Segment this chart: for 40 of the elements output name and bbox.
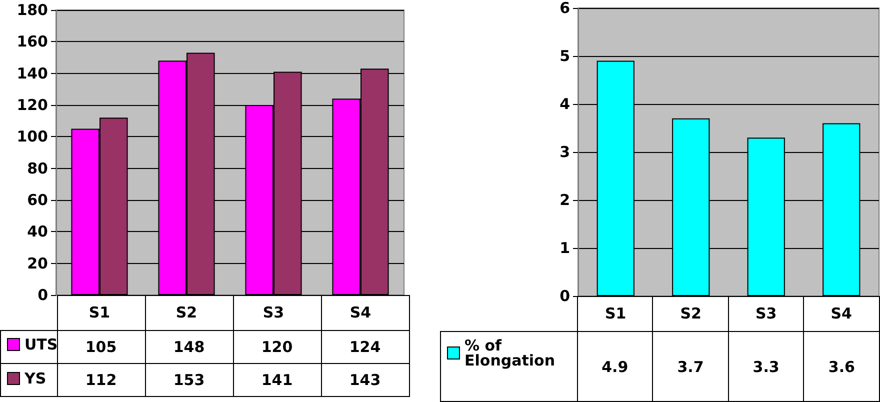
y-tick-label: 80 <box>27 159 48 178</box>
data-label: 105 <box>57 330 145 364</box>
x-tick-label: S2 <box>680 304 702 322</box>
data-label: 153 <box>145 364 233 396</box>
x-tick-label: S3 <box>262 304 284 322</box>
data-label: 148 <box>145 330 233 364</box>
legend-label: UTS <box>24 336 58 354</box>
y-tick-label: 160 <box>16 32 48 51</box>
y-tick-label: 1 <box>560 239 570 257</box>
y-tick-label: 120 <box>16 96 48 114</box>
data-label: 3.7 <box>652 332 728 402</box>
x-tick-label: S2 <box>176 304 198 322</box>
y-tick-label: 5 <box>560 47 570 65</box>
y-tick-label: 20 <box>27 254 48 272</box>
y-tick-label: 40 <box>27 222 48 241</box>
data-label: 3.3 <box>728 332 804 402</box>
legend-label: YS <box>24 370 46 388</box>
y-tick-label: 0 <box>560 287 570 305</box>
x-tick-label: S1 <box>88 304 110 322</box>
x-tick-label: S1 <box>605 304 626 322</box>
y-tick-label: 100 <box>16 128 48 146</box>
data-label: 143 <box>321 364 409 396</box>
y-tick-label: 0 <box>38 286 48 304</box>
y-tick-label: 2 <box>560 191 570 209</box>
data-label: 112 <box>57 364 145 396</box>
y-tick-label: 180 <box>16 1 48 19</box>
y-tick-label: 4 <box>560 95 570 113</box>
data-label: 120 <box>233 330 321 364</box>
y-tick-label: 3 <box>560 143 570 161</box>
y-tick-label: 140 <box>16 64 48 82</box>
data-label: 4.9 <box>577 332 653 402</box>
x-tick-label: S4 <box>830 304 852 322</box>
y-tick-label: 6 <box>560 0 570 17</box>
legend-label: % of Elongation <box>464 336 556 370</box>
data-label: 3.6 <box>804 332 880 402</box>
data-label: 124 <box>321 330 409 364</box>
x-tick-label: S4 <box>350 304 372 322</box>
x-tick-label: S3 <box>756 304 777 322</box>
data-label: 141 <box>233 364 321 396</box>
y-tick-label: 60 <box>27 191 48 209</box>
